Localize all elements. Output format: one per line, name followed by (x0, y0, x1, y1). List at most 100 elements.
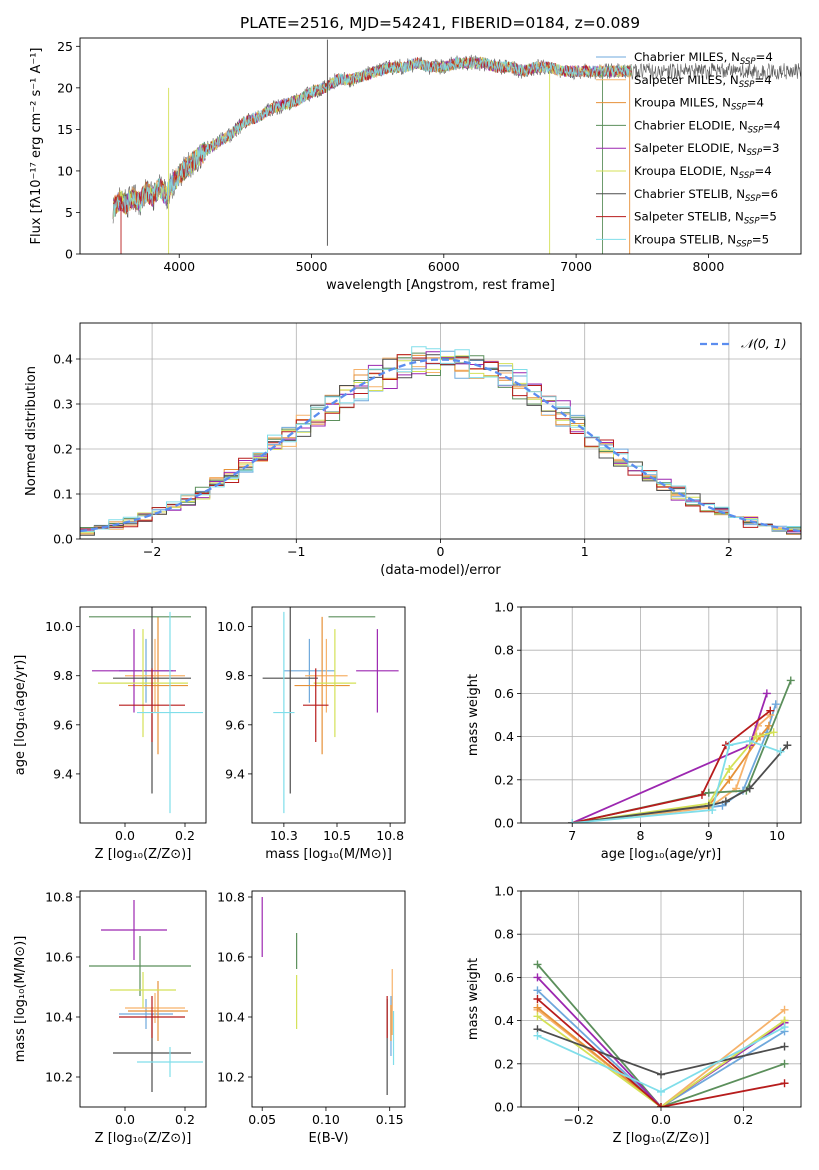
data-point (657, 1070, 665, 1079)
axes-frame (251, 890, 406, 1108)
x-tick-label: 7000 (560, 259, 592, 274)
y-tick-label: 0.0 (53, 532, 73, 547)
y-tick-label: 9.6 (53, 717, 73, 732)
plot-area (89, 900, 203, 1092)
x-tick-label: 10.5 (323, 828, 351, 843)
x-tick-label: 0.0 (651, 1112, 671, 1127)
spectrum-line (112, 56, 632, 220)
panel-mass-weight-vs-age: 7 8 9 10 0.0 0.2 0.4 0.6 0.8 1.0 age [log₁₀(age/yr… (466, 600, 802, 862)
x-axis-label: wavelength [Angstrom, rest frame] (326, 278, 555, 293)
y-tick-label: 25 (57, 39, 73, 54)
data-point (725, 765, 734, 773)
y-tick-label: 0.4 (494, 729, 514, 744)
data-point (780, 1023, 789, 1032)
x-tick-label: 0.0 (115, 828, 135, 843)
x-tick-label: 10 (769, 828, 785, 843)
y-tick-label: 0 (65, 247, 73, 262)
spectrum-line (112, 56, 633, 220)
x-tick-label: 7 (568, 828, 576, 843)
x-axis-label: E(B-V) (308, 1131, 348, 1146)
x-tick-label: −2 (143, 544, 161, 559)
y-tick-label: 0.8 (494, 927, 514, 942)
x-axis-label: mass [log₁₀(M/M⊙)] (265, 847, 392, 862)
axes-frame (79, 606, 207, 824)
panel-residuals: −2 −1 0 1 2 0.0 0.1 0.2 0.3 0.4 (data-model)/error… (24, 322, 802, 578)
gaussian-curve (80, 358, 801, 533)
x-tick-label: 0.05 (248, 1112, 276, 1127)
y-tick-label: 9.4 (53, 766, 73, 781)
x-tick-label: −1 (287, 544, 305, 559)
data-point (704, 788, 713, 797)
data-point (780, 1042, 789, 1051)
panel-mass-vs-EBV: 0.05 0.10 0.15 10.2 10.4 10.6 10.8 E(B-V) (217, 890, 406, 1146)
spectrum-line (112, 56, 633, 220)
y-tick-label: 0.0 (494, 816, 514, 831)
spectrum-line (112, 56, 633, 220)
panel-age-vs-mass: 10.3 10.5 10.8 9.4 9.6 9.8 10.0 mass [log₁₀(M/M… (217, 606, 406, 862)
x-tick-label: 2 (725, 544, 733, 559)
x-tick-label: 0.10 (312, 1112, 340, 1127)
y-tick-label: 0.1 (53, 487, 73, 502)
data-point (780, 1079, 789, 1088)
data-point (783, 741, 792, 750)
x-tick-label: 8000 (692, 259, 724, 274)
y-tick-label: 0.3 (53, 397, 73, 412)
axes-frame (251, 606, 406, 824)
y-tick-label: 10.0 (45, 619, 73, 634)
y-tick-label: 10 (57, 163, 73, 178)
data-point (533, 986, 542, 995)
data-point (725, 775, 734, 784)
x-tick-label: 6000 (428, 259, 460, 274)
y-tick-label: 0.6 (494, 970, 514, 985)
plot-area (261, 897, 395, 1095)
legend-entry: Chabrier MILES, NSSP=4 (634, 50, 773, 67)
data-point (568, 819, 577, 823)
y-tick-label: 10.0 (217, 619, 245, 634)
data-point (708, 806, 717, 815)
data-point (533, 973, 542, 982)
panel-spectrum: 4000 5000 6000 7000 8000 0 5 10 15 20 25 wavelength… (29, 37, 802, 293)
data-point (769, 728, 778, 737)
data-point (725, 741, 734, 750)
panel-mass-vs-Z: 0.0 0.2 10.2 10.4 10.6 10.8 Z [log₁₀(Z/Z⊙)] mas… (13, 890, 207, 1146)
x-tick-label: 4000 (163, 259, 195, 274)
y-axis-label: mass [log₁₀(M/M⊙)] (13, 936, 28, 1063)
series-line (572, 714, 771, 823)
data-point (745, 736, 754, 745)
y-axis-label: mass weight (466, 958, 481, 1040)
data-point (697, 790, 706, 799)
data-point (766, 706, 775, 715)
legend-entry: Salpeter STELIB, NSSP=5 (634, 210, 777, 227)
y-tick-label: 20 (57, 80, 73, 95)
x-tick-label: 0.2 (175, 1112, 195, 1127)
x-tick-label: 0.2 (733, 1112, 753, 1127)
y-tick-label: 10.4 (45, 1010, 73, 1025)
series-line (572, 709, 771, 823)
y-tick-label: 0.6 (494, 686, 514, 701)
axes-frame (520, 606, 802, 824)
y-tick-label: 9.4 (225, 766, 245, 781)
y-tick-label: 10.2 (45, 1070, 73, 1085)
y-tick-label: 1.0 (494, 884, 514, 899)
y-axis-label: mass weight (466, 674, 481, 756)
x-tick-label: 10.3 (270, 828, 298, 843)
data-point (657, 1103, 665, 1107)
x-axis-label: Z [log₁₀(Z/Z⊙)] (95, 1131, 192, 1146)
legend-entry: Kroupa STELIB, NSSP=5 (634, 232, 769, 249)
y-tick-label: 0.8 (494, 643, 514, 658)
data-point (776, 747, 785, 756)
legend: Chabrier MILES, NSSP=4 Salpeter MILES, NS… (596, 50, 781, 249)
y-tick-label: 0.4 (494, 1013, 514, 1028)
series-line (536, 998, 785, 1107)
data-point (533, 960, 542, 969)
legend-entry: Chabrier STELIB, NSSP=6 (634, 187, 778, 204)
y-tick-label: 10.4 (217, 1010, 245, 1025)
x-axis-label: Z [log₁₀(Z/Z⊙)] (613, 1131, 710, 1146)
axes-frame (79, 37, 802, 255)
plot-layer: 4000 5000 6000 7000 80000510152025wavelength… (13, 37, 802, 1146)
y-tick-label: 10.2 (217, 1070, 245, 1085)
y-tick-label: 0.4 (53, 352, 73, 367)
data-point (533, 995, 542, 1003)
plot-area (533, 960, 789, 1107)
data-point (533, 1012, 542, 1021)
